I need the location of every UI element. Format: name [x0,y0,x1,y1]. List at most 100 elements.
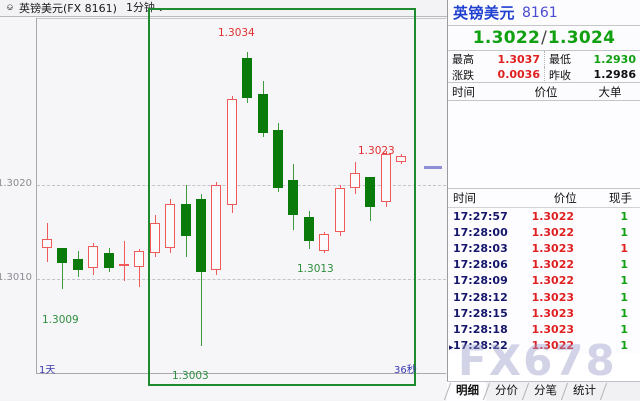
quote-stat-value: 1.3037 [497,52,540,66]
tick-row[interactable]: 17:28:22 1.3022 1 [448,338,640,354]
tick-row[interactable]: 17:28:00 1.3022 1 [448,224,640,240]
tick-price: 1.3023 [531,241,575,255]
quote-col-price: 价位 [534,84,558,99]
tick-col-time: 时间 [453,191,476,205]
candle-body [119,264,129,267]
tick-list[interactable]: 17:27:57 1.3022 1 17:28:00 1.3022 1 17:28:03 1.… [448,208,640,354]
candle-body [319,233,329,251]
candle-body [350,173,360,189]
candle-wick [139,249,140,287]
chart-title: 英镑美元(FX 8161) [19,1,117,15]
candle-body [288,179,298,215]
chart-period-selector[interactable]: 1分钟 ⌄ [126,2,165,14]
quote-stat-最高: 最高 1.3037 [448,51,544,67]
quote-stat-row: 最高 1.3037 最低 1.2930 [448,51,640,67]
tick-price: 1.3022 [531,258,575,272]
candle-body [57,248,67,264]
tab-统计[interactable]: 统计 [564,382,603,401]
tick-time: 17:28:22 [453,339,508,353]
bottom-tabs[interactable]: 明细 分价 分笔 统计 [447,381,640,401]
candle-body [273,129,283,189]
price-tick-label: 1.3020 [0,177,32,189]
quote-stat-label: 昨收 [549,68,571,82]
candle-wick [62,253,63,289]
candle-body [134,250,144,267]
link-chain-icon: ⎉ [6,2,14,13]
tick-volume: 1 [620,306,628,320]
quote-col-time: 时间 [452,84,475,99]
plot-frame [36,18,446,374]
quote-ask-price: 1.3024 [547,28,616,48]
price-annotation-label: 1.3013 [297,263,334,275]
plot-top-rule [36,18,446,19]
tick-volume: 1 [620,339,628,353]
quote-header: 英镑美元 8161 [448,0,640,26]
price-annotation-label: 1.3009 [42,314,79,326]
tick-row[interactable]: 17:28:06 1.3022 1 [448,257,640,273]
candle-body [104,252,114,268]
tick-col-price: 价位 [553,191,577,205]
quote-panel: 英镑美元 8161 1.3022 / 1.3024 最高 1.3037 最低 1.29… [447,0,640,400]
tick-row[interactable]: 17:28:15 1.3023 1 [448,305,640,321]
tick-volume: 1 [620,225,628,239]
tick-column-header: 时间 价位 现手 [448,189,640,208]
price-tick-label: 1.3010 [0,272,32,284]
quote-instrument-name: 英镑美元 [453,4,516,22]
gridline [37,184,446,186]
quote-stats: 最高 1.3037 最低 1.2930 涨跌 0.0036 昨收 1.2986 [448,51,640,83]
candle-wick [370,199,371,221]
tick-time: 17:28:06 [453,258,508,272]
candle-body [227,99,237,206]
candle-body [42,238,52,249]
candlestick-plot[interactable] [37,19,446,374]
quote-col-large: 大单 [598,84,622,99]
quote-column-header: 时间 价位 大单 [448,83,640,101]
chart-period-label: 1分钟 [125,1,155,14]
tick-cursor-icon: ▸ [449,342,454,353]
candle-body [365,177,375,208]
tick-volume: 1 [620,209,628,223]
price-annotation-label: 1.3023 [358,145,395,157]
candle-body [150,222,160,253]
tab-分笔[interactable]: 分笔 [525,382,564,401]
tick-time: 17:28:15 [453,306,508,320]
quote-stat-label: 最低 [549,53,571,66]
quote-stat-label: 涨跌 [452,68,474,82]
candle-body [181,203,191,236]
quote-large-order-list [448,101,640,189]
tab-明细[interactable]: 明细 [447,381,486,401]
candle-body [211,184,221,270]
tick-row[interactable]: 17:27:57 1.3022 1 [448,208,640,224]
tick-row[interactable]: 17:28:12 1.3023 1 [448,289,640,305]
x-axis-left-label: 1天 [39,365,56,376]
tick-row[interactable]: 17:28:18 1.3023 1 [448,321,640,337]
candle-body [381,154,391,202]
tick-volume: 1 [620,241,628,255]
candle-body [73,258,83,270]
quote-stat-value: 1.2930 [593,52,636,66]
candle-body [88,246,98,268]
chart-titlebar: ⎉ 英镑美元(FX 8161) 1分钟 ⌄ [0,0,447,17]
quote-bid-ask: 1.3022 / 1.3024 [448,26,640,51]
tick-price: 1.3022 [531,225,575,239]
tick-row[interactable]: 17:28:09 1.3022 1 [448,273,640,289]
quote-bid-price: 1.3022 [472,28,541,48]
quote-stat-最低: 最低 1.2930 [544,51,640,67]
tick-time: 17:27:57 [453,209,508,223]
candle-body [258,93,268,133]
quote-stat-昨收: 昨收 1.2986 [544,66,640,83]
tick-row[interactable]: 17:28:03 1.3023 1 [448,240,640,256]
tab-分价[interactable]: 分价 [486,382,525,401]
quote-stat-涨跌: 涨跌 0.0036 [448,67,544,83]
tick-price: 1.3023 [531,322,575,336]
quote-stat-value: 0.0036 [497,68,540,81]
price-annotation-label: 1.3003 [172,370,209,382]
tick-col-volume: 现手 [609,191,632,205]
candle-body [196,198,206,272]
tick-volume: 1 [620,258,628,272]
candle-body [396,156,406,162]
price-annotation-label: 1.3034 [218,27,255,39]
x-axis-right-label: 36秒 [394,365,417,376]
quote-stat-row: 涨跌 0.0036 昨收 1.2986 [448,66,640,83]
